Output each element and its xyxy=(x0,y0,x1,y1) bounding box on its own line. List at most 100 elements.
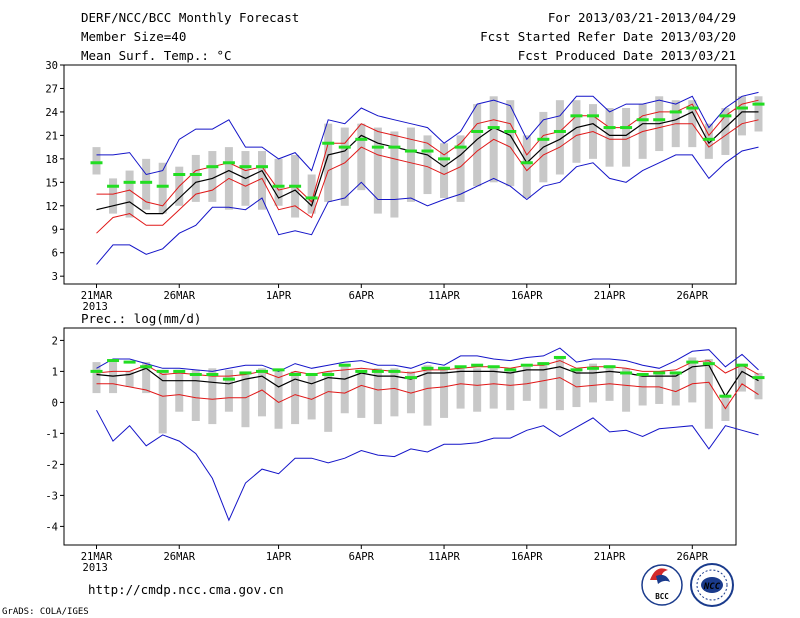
precip-spread-bar xyxy=(555,357,564,411)
precip-mean-line xyxy=(96,364,759,398)
ncc-logo-text: NCC xyxy=(703,582,721,592)
temp-spread-bar xyxy=(258,151,266,210)
temp-spread-bar xyxy=(721,108,730,155)
precip-xtick-label: 1APR xyxy=(266,551,292,563)
precip-max-line xyxy=(96,347,759,372)
precip-xtick-label: 21APR xyxy=(594,551,626,563)
temp-spread-bar xyxy=(324,123,333,202)
temp-spread-bar xyxy=(340,127,349,206)
precip-spread-bar xyxy=(258,368,266,417)
precip-xtick-label: 11APR xyxy=(428,551,460,563)
precip-spread-bar xyxy=(175,369,184,412)
precip-spread-bar xyxy=(224,369,233,412)
grads-credit: GrADS: COLA/IGES xyxy=(2,607,89,617)
temp-spread-bar xyxy=(142,158,151,210)
temp-xtick-label: 21MAR xyxy=(81,290,113,302)
temp-xtick-label: 16APR xyxy=(511,290,543,302)
precip-spread-bar xyxy=(473,368,482,412)
temp-spread-bar xyxy=(605,108,614,167)
precip-min-line xyxy=(96,409,759,522)
forecast-started-date: Fcst Started Refer Date 2013/03/20 xyxy=(480,29,736,44)
temp-spread-bar xyxy=(506,100,515,187)
precip-ytick-label: 2 xyxy=(52,335,58,347)
precip-ytick-label: -2 xyxy=(45,459,58,471)
temp-ytick-label: 18 xyxy=(45,154,58,166)
precip-spread-bar xyxy=(241,371,250,428)
temp-xtick-label: 1APR xyxy=(266,290,292,302)
precip-spread-bar xyxy=(671,371,680,406)
temp-lower-line xyxy=(96,119,759,234)
precip-ytick-label: 1 xyxy=(52,366,58,378)
temp-ytick-label: 6 xyxy=(52,248,58,260)
precip-spread-bar xyxy=(142,362,151,394)
temp-xtick-year: 2013 xyxy=(83,301,108,313)
ncc-logo: NCC xyxy=(690,563,734,607)
temp-spread-bar xyxy=(572,100,581,163)
precip-spread-bar xyxy=(423,365,432,426)
precip-xtick-label: 26MAR xyxy=(163,551,195,563)
temp-xtick-label: 21APR xyxy=(594,290,626,302)
precip-ytick-label: -3 xyxy=(45,490,58,502)
temp-spread-bar xyxy=(423,135,432,195)
temp-ytick-label: 9 xyxy=(52,224,58,236)
precip-spread-bar xyxy=(688,357,697,403)
precip-xtick-label: 21MAR xyxy=(81,551,113,563)
precip-spread-bar xyxy=(324,371,333,432)
temp-spread-bar xyxy=(191,154,200,202)
temp-spread-bar xyxy=(555,100,564,175)
precip-spread-bar xyxy=(655,371,664,404)
member-size-label: Member Size=40 xyxy=(81,29,186,44)
temp-spread-bar xyxy=(440,143,449,198)
temp-ytick-label: 24 xyxy=(45,107,58,119)
temp-xtick-label: 6APR xyxy=(349,290,375,302)
precip-xtick-label: 6APR xyxy=(349,551,375,563)
temp-plot-frame xyxy=(63,64,737,285)
precip-spread-bar xyxy=(704,359,713,429)
temp-spread-bar xyxy=(357,123,366,191)
precip-ytick-label: 0 xyxy=(52,397,58,409)
temp-spread-bar xyxy=(274,158,283,206)
precip-spread-bar xyxy=(92,362,101,394)
temp-spread-bar xyxy=(522,135,531,198)
temp-spread-bar xyxy=(390,131,399,218)
precip-ytick-label: -1 xyxy=(45,428,58,440)
precip-spread-bar xyxy=(638,372,647,406)
precip-spread-bar xyxy=(291,371,300,425)
precip-spread-bar xyxy=(489,368,498,409)
temp-ytick-label: 30 xyxy=(45,60,58,72)
temp-xtick-label: 26APR xyxy=(676,290,708,302)
temp-min-line xyxy=(96,146,759,265)
precip-spread-bar xyxy=(357,369,366,418)
precip-xtick-year: 2013 xyxy=(83,562,108,574)
temp-xtick-label: 11APR xyxy=(428,290,460,302)
temp-ytick-label: 15 xyxy=(45,177,58,189)
temp-spread-bar xyxy=(622,108,631,167)
precip-xtick-label: 26APR xyxy=(676,551,708,563)
temp-mean-line xyxy=(96,111,759,215)
precip-spread-bar xyxy=(109,362,118,394)
precip-spread-bar xyxy=(605,365,614,401)
precip-spread-bar xyxy=(158,372,167,434)
forecast-period: For 2013/03/21-2013/04/29 xyxy=(548,10,736,25)
precip-spread-bar xyxy=(754,372,763,400)
forecast-produced-date: Fcst Produced Date 2013/03/21 xyxy=(518,48,736,63)
precip-spread-bar xyxy=(406,371,415,414)
precip-spread-bar xyxy=(307,372,316,420)
temp-ytick-label: 12 xyxy=(45,201,58,213)
precip-variable-label: Prec.: log(mm/d) xyxy=(81,311,201,326)
temp-ytick-label: 27 xyxy=(45,83,58,95)
temp-spread-bar xyxy=(158,162,167,214)
temp-spread-bar xyxy=(109,178,118,214)
temp-max-line xyxy=(96,91,759,176)
precip-xtick-label: 16APR xyxy=(511,551,543,563)
precip-plot-frame xyxy=(63,327,737,546)
bcc-logo: BCC xyxy=(641,564,683,606)
precip-spread-bar xyxy=(440,366,449,418)
precip-spread-bar xyxy=(208,368,217,425)
source-url: http://cmdp.ncc.cma.gov.cn xyxy=(88,582,284,597)
chart-title: DERF/NCC/BCC Monthly Forecast xyxy=(81,10,299,25)
precip-ytick-label: -4 xyxy=(45,521,58,533)
